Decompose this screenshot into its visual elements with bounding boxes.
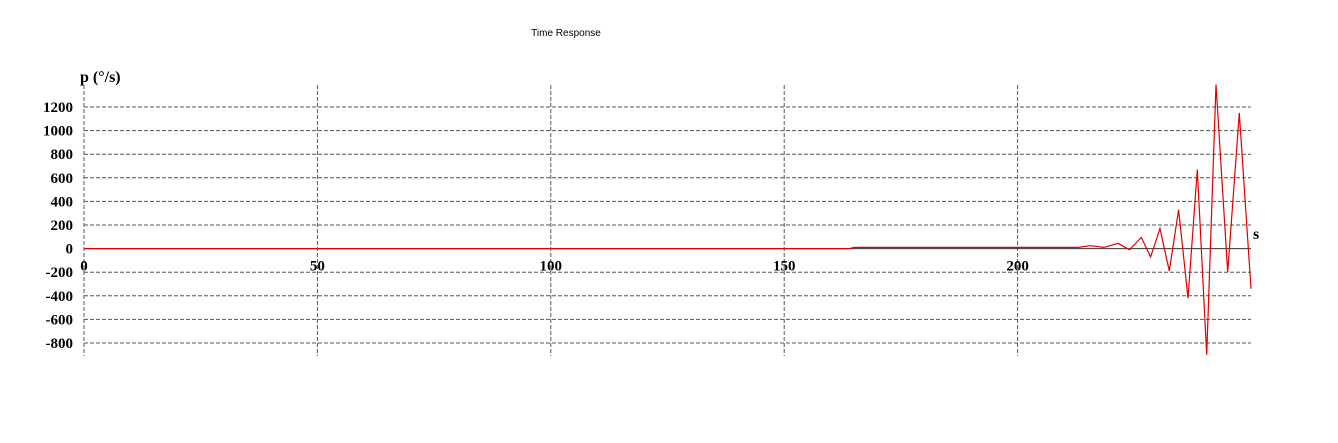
x-tick-label: 100 <box>540 259 563 275</box>
y-tick-label: 1200 <box>43 100 73 116</box>
y-tick-label: -400 <box>46 289 74 305</box>
series-group <box>84 84 1252 355</box>
chart-title: Time Response <box>531 28 601 39</box>
x-axis-label: s <box>1253 226 1259 243</box>
x-tick-labels: 0 50 100 150 200 <box>80 259 1029 275</box>
series-line <box>84 84 1252 355</box>
x-tick-label: 150 <box>773 259 796 275</box>
y-tick-label: -200 <box>46 265 74 281</box>
y-tick-label: 0 <box>66 242 74 258</box>
y-tick-label: 200 <box>51 218 74 234</box>
x-tick-label: 50 <box>310 259 325 275</box>
x-tick-label: 200 <box>1006 259 1029 275</box>
y-tick-label: -600 <box>46 312 74 328</box>
y-tick-label: 400 <box>51 194 74 210</box>
y-tick-label: 600 <box>51 171 74 187</box>
y-axis-label: p (°/s) <box>80 69 121 86</box>
y-tick-label: 800 <box>51 147 74 163</box>
gridlines <box>83 85 1251 356</box>
y-tick-label: 1000 <box>43 124 73 140</box>
x-tick-label: 0 <box>80 259 88 275</box>
y-tick-label: -800 <box>46 336 74 352</box>
y-tick-labels: 1200 1000 800 600 400 200 0 -200 -400 -600 -800 <box>43 100 73 352</box>
